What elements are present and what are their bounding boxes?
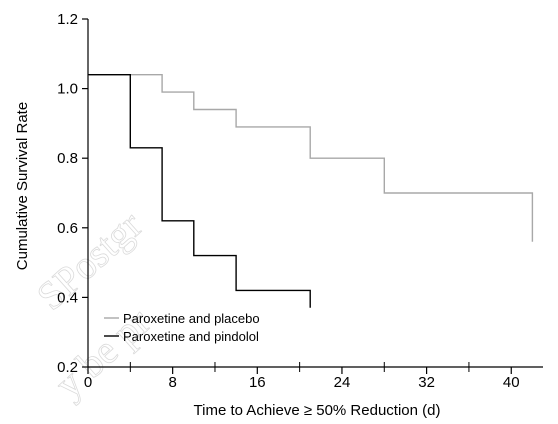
x-tick-label: 32 (418, 374, 435, 391)
watermark: SPostgr y be pr (28, 202, 159, 408)
x-tick-label: 0 (84, 374, 92, 391)
y-tick-label: 0.8 (57, 150, 78, 167)
y-tick-label: 1.0 (57, 81, 78, 98)
y-tick-label: 0.6 (57, 220, 78, 237)
x-tick-label: 24 (334, 374, 351, 391)
series-line-2 (88, 73, 311, 308)
legend: Paroxetine and placebo Paroxetine and pin… (104, 311, 260, 344)
series-line-1 (88, 73, 534, 242)
y-tick-label: 0.4 (57, 289, 78, 306)
x-tick-label: 8 (168, 374, 176, 391)
legend-label-2: Paroxetine and pindolol (123, 329, 259, 344)
y-axis-title: Cumulative Survival Rate (14, 102, 31, 270)
axes: 0.2 0.4 0.6 0.8 1.0 1.2 0 8 16 24 32 40 (57, 11, 543, 391)
x-tick-label: 40 (503, 374, 520, 391)
watermark-text-1: SPostgr (28, 202, 151, 319)
legend-label-1: Paroxetine and placebo (123, 311, 260, 326)
y-tick-label: 0.2 (57, 359, 78, 376)
x-axis-title: Time to Achieve ≥ 50% Reduction (d) (194, 402, 441, 419)
y-tick-label: 1.2 (57, 11, 78, 28)
x-tick-label: 16 (249, 374, 266, 391)
series-lines (88, 73, 534, 308)
